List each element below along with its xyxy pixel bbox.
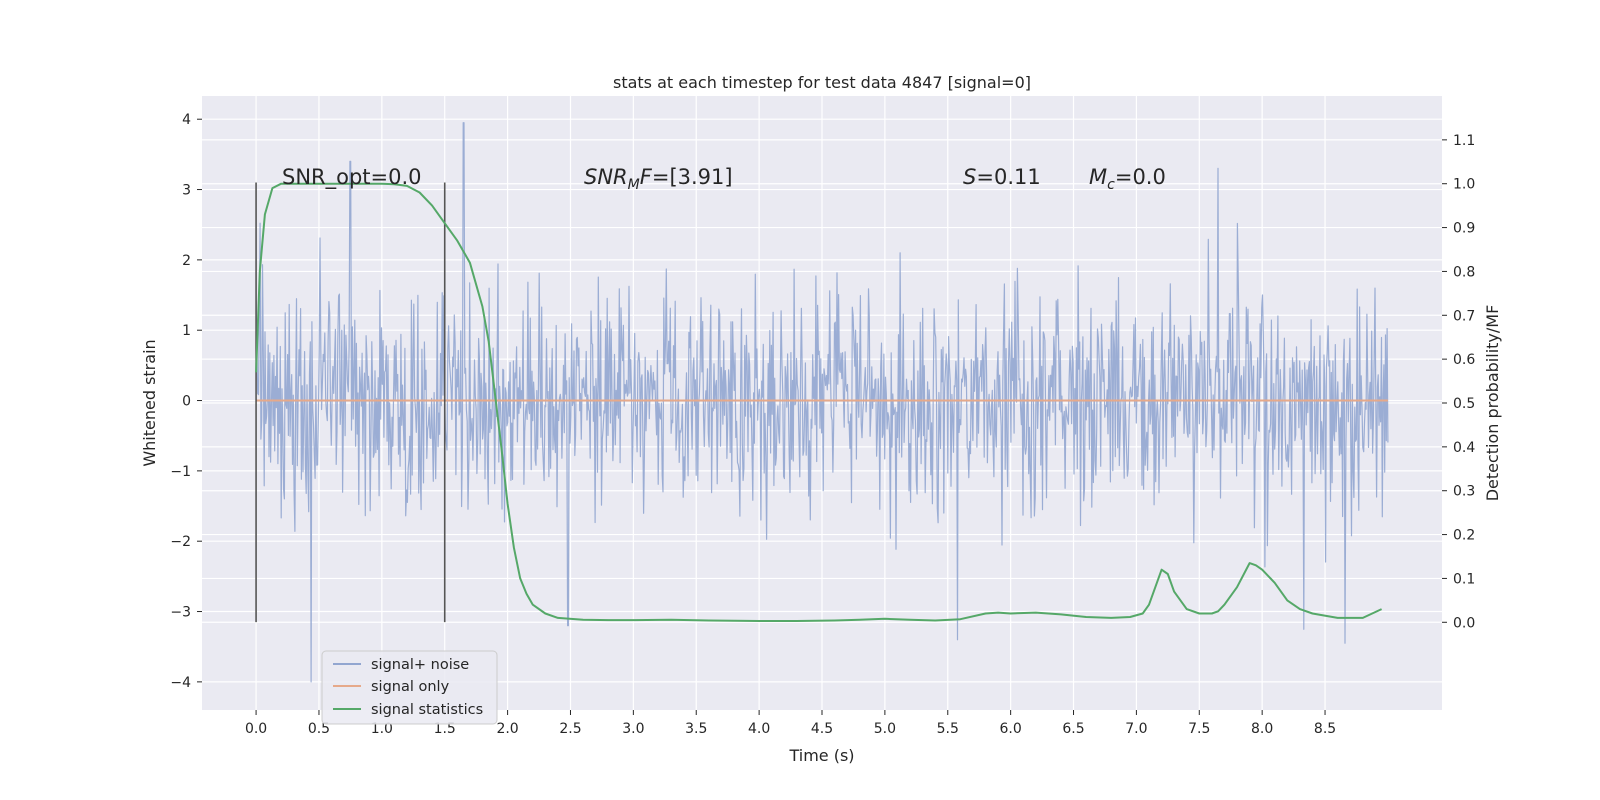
annotation-snr-opt: SNR_opt=0.0 [282,165,422,190]
x-tick-label: 6.5 [1062,721,1084,737]
x-tick-label: 8.0 [1251,721,1273,737]
y-tick-label-left: −2 [170,534,191,550]
x-tick-label: 5.5 [937,721,959,737]
y-tick-label-left: −3 [170,605,191,621]
y-axis-label-left: Whitened strain [140,339,159,466]
y-tick-label-right: 0.2 [1453,528,1475,544]
y-tick-label-right: 0.3 [1453,484,1475,500]
y-tick-label-left: 2 [182,253,191,269]
x-tick-label: 8.5 [1314,721,1336,737]
y-tick-label-left: 3 [182,183,191,199]
legend-box [321,650,498,725]
y-axis-label-right: Detection probability/MF [1483,305,1502,502]
x-tick-label: 4.5 [811,721,833,737]
chart-title: stats at each timestep for test data 484… [613,73,1031,92]
y-tick-label-right: 0.9 [1453,221,1475,237]
x-axis-label: Time (s) [788,746,854,765]
svg-text:S=0.11: S=0.11 [963,165,1041,189]
stats-layer [255,182,1383,622]
x-tick-label: 2.5 [559,721,581,737]
legend-label-signal-statistics: signal statistics [371,702,483,718]
markers-layer [255,182,446,623]
y-tick-label-right: 0.6 [1453,352,1475,368]
x-tick-label: 5.0 [874,721,896,737]
series-signal-statistics [255,182,1383,622]
x-tick-label: 2.0 [496,721,518,737]
legend-label-signal-noise: signal+ noise [371,657,469,673]
annotation-mc-value: 0.0 [1132,165,1165,189]
svg-text:SNRMF=[3.91]: SNRMF=[3.91] [584,165,733,193]
x-tick-label: 3.0 [622,721,644,737]
y-tick-label-right: 0.1 [1453,571,1475,587]
x-tick-label: 3.5 [685,721,707,737]
y-tick-label-left: 1 [182,323,191,339]
y-tick-label-right: 0.8 [1453,264,1475,280]
y-tick-label-left: 0 [182,394,191,410]
y-tick-label-right: 0.0 [1453,615,1475,631]
y-tick-label-left: −1 [170,464,191,480]
x-tick-label: 1.0 [371,721,393,737]
x-tick-label: 6.0 [1000,721,1022,737]
y-tick-label-left: 4 [182,112,191,128]
annotation-s-value: 0.11 [994,165,1041,189]
annotation-snr-mf-value: [3.91] [669,165,732,189]
annotation-s: S=0.11 [963,165,1041,189]
legend-label-signal-only: signal only [371,679,450,695]
y-tick-label-right: 0.7 [1453,308,1475,324]
x-tick-label: 7.5 [1188,721,1210,737]
annotation-snr-mf: SNRMF=[3.91] [584,165,733,193]
x-tick-label: 4.0 [748,721,770,737]
x-tick-label: 1.5 [434,721,456,737]
svg-text:Mc=0.0: Mc=0.0 [1089,165,1166,193]
legend: signal+ noise signal only signal statist… [321,650,498,725]
x-tick-label: 0.5 [308,721,330,737]
y-tick-label-right: 1.1 [1453,133,1475,149]
y-tick-label-right: 0.4 [1453,440,1475,456]
annotation-mc: Mc=0.0 [1089,165,1166,193]
y-tick-label-right: 1.0 [1453,177,1475,193]
ticks-layer: 0.0 0.5 1.0 1.5 2.0 2.5 3.0 3.5 4.0 4.5 5.0 5.5 6.0 6… [170,112,1475,737]
y-tick-label-right: 0.5 [1453,396,1475,412]
x-tick-label: 7.0 [1125,721,1147,737]
x-tick-label: 0.0 [245,721,267,737]
y-tick-label-left: −4 [170,675,191,691]
